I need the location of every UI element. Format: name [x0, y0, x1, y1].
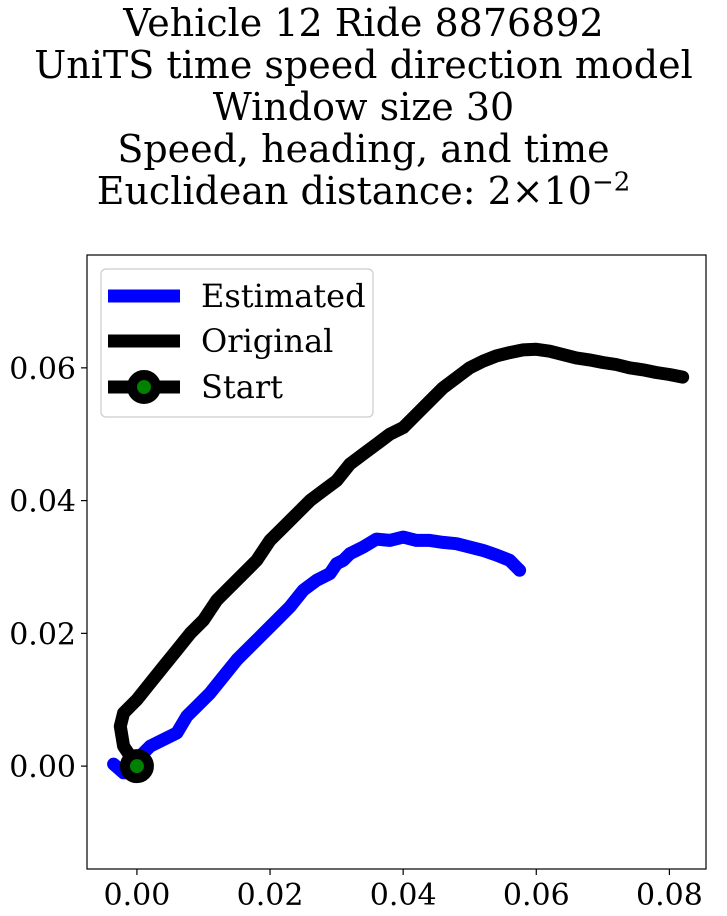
legend-label-estimated: Estimated	[201, 277, 366, 315]
x-tick-label: 0.08	[636, 878, 703, 913]
legend-label-start: Start	[201, 368, 283, 406]
title-line-5-base: 10	[543, 169, 592, 213]
y-tick-label: 0.04	[9, 485, 76, 520]
y-tick-label: 0.06	[9, 352, 76, 387]
series-layer	[107, 342, 690, 784]
chart-title: Vehicle 12 Ride 8876892 UniTS time speed…	[0, 2, 727, 212]
x-tick-label: 0.04	[370, 878, 437, 913]
axis-layer: 0.00 0.02 0.04 0.06 0.08 0.00 0.02 0.04 0.06	[9, 352, 703, 913]
legend: Estimated Original Start	[100, 268, 374, 418]
plot-area-frame	[86, 254, 707, 870]
y-tick-label: 0.02	[9, 617, 76, 652]
x-tick-label: 0.02	[237, 878, 304, 913]
legend-label-original: Original	[201, 322, 333, 360]
title-line-2: UniTS time speed direction model	[34, 43, 693, 87]
title-line-1: Vehicle 12 Ride 8876892	[123, 1, 604, 45]
title-line-5: Euclidean distance: 2×10−2	[0, 167, 727, 213]
title-line-5-times: ×	[511, 169, 544, 213]
legend-box	[100, 268, 374, 418]
title-line-4: Speed, heading, and time	[117, 127, 610, 171]
series-original-line	[113, 342, 690, 773]
series-estimated-line	[107, 530, 527, 780]
title-line-3: Window size 30	[212, 85, 515, 129]
legend-start-marker	[127, 370, 161, 404]
title-line-5-prefix: Euclidean distance: 2	[96, 169, 512, 213]
x-tick-label: 0.06	[503, 878, 570, 913]
title-line-5-exponent: −2	[591, 167, 631, 198]
y-tick-label: 0.00	[9, 750, 76, 785]
x-tick-label: 0.00	[104, 878, 171, 913]
start-marker	[119, 749, 154, 784]
